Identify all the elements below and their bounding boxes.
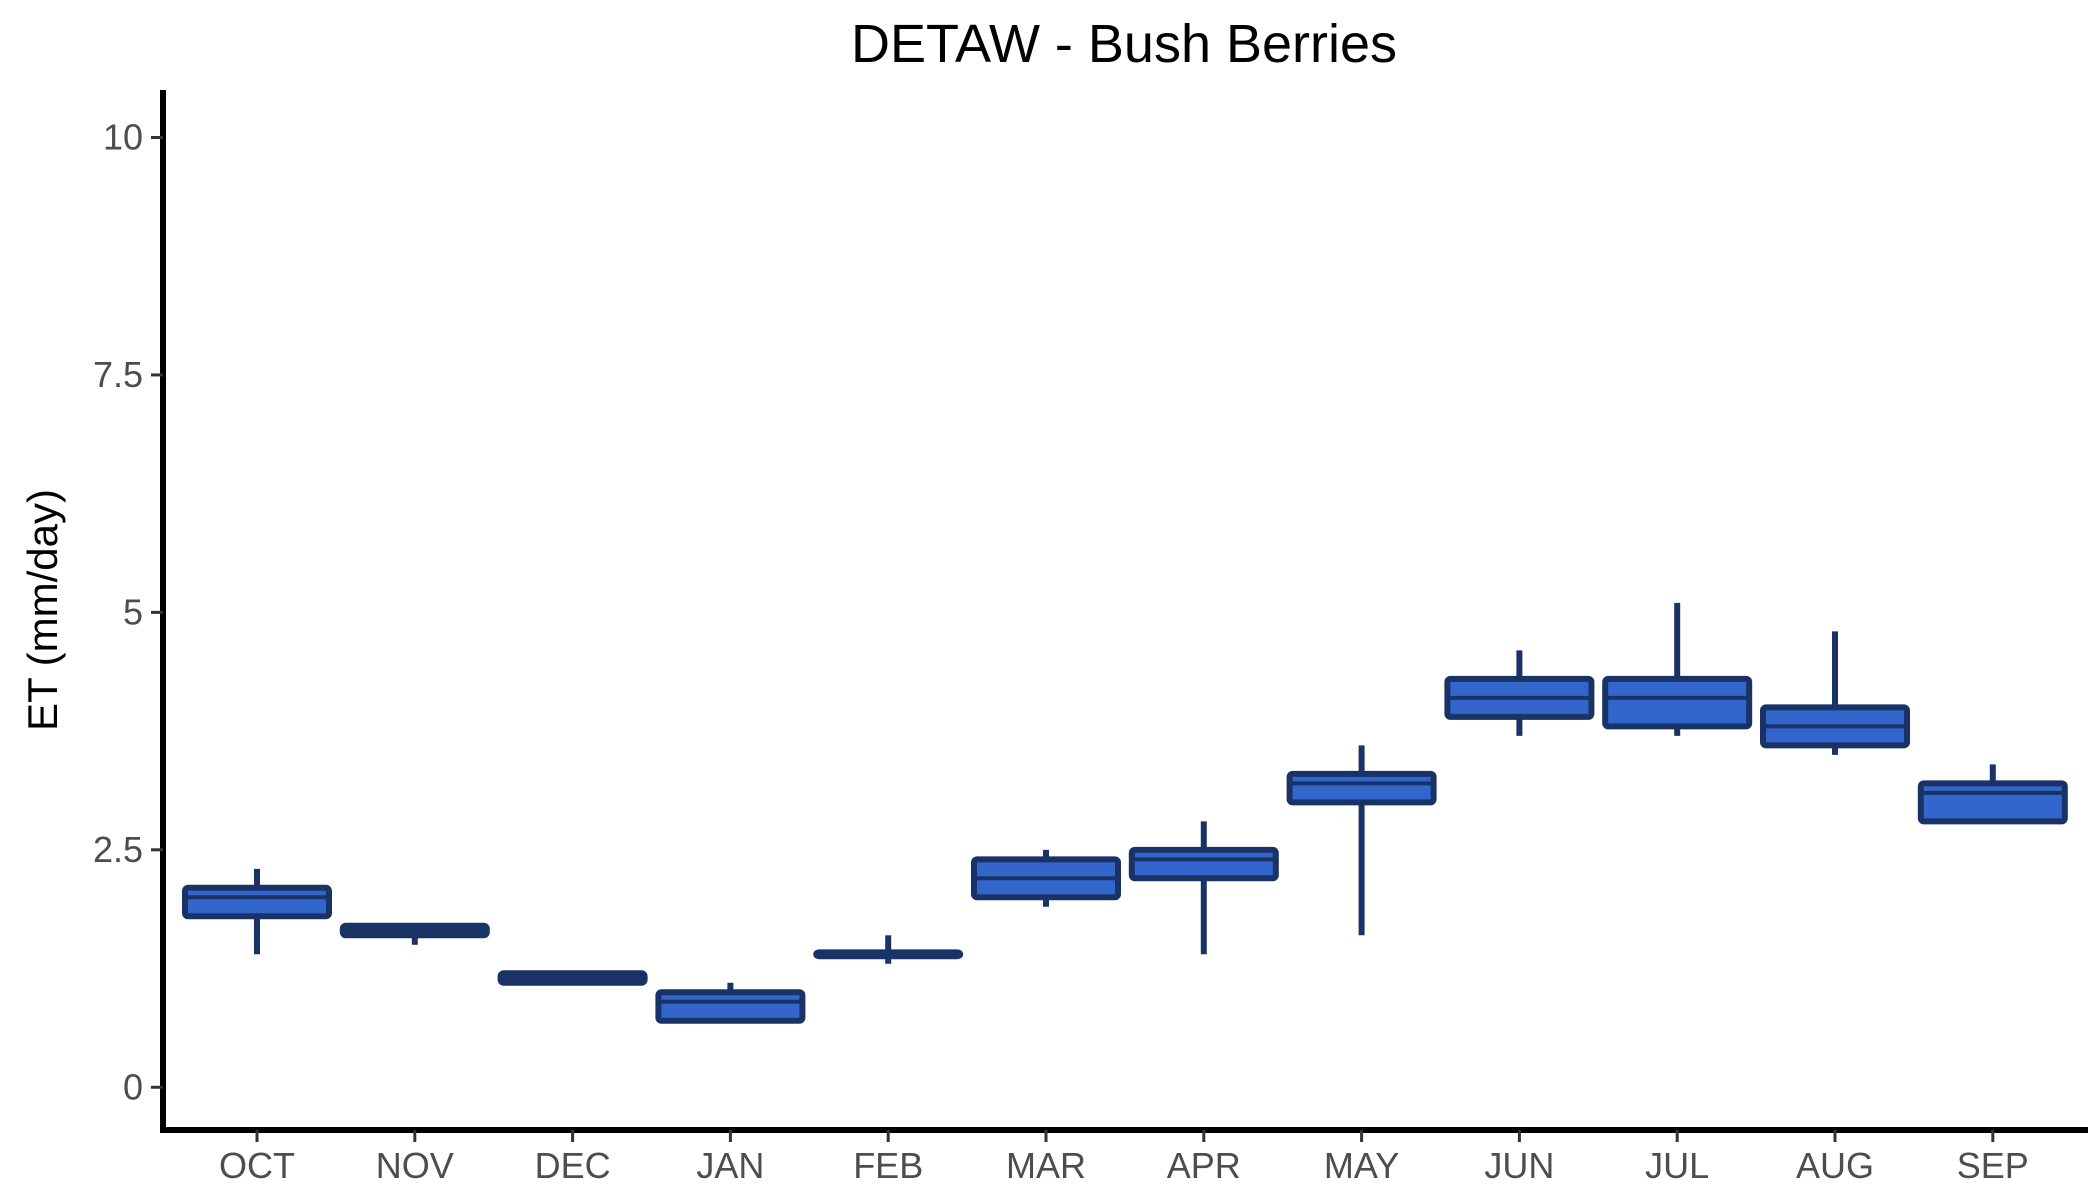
y-tick-label: 0	[123, 1066, 143, 1107]
x-tick-label-nov: NOV	[376, 1145, 454, 1186]
box-may	[1286, 770, 1437, 806]
y-tick-label: 2.5	[93, 829, 143, 870]
x-tick-label-oct: OCT	[219, 1145, 295, 1186]
x-tick-label-sep: SEP	[1957, 1145, 2029, 1186]
chart-title: DETAW - Bush Berries	[851, 14, 1397, 74]
x-tick-label-feb: FEB	[853, 1145, 923, 1186]
x-tick-label-jul: JUL	[1645, 1145, 1709, 1186]
y-axis-label: ET (mm/day)	[19, 489, 66, 731]
y-tick-label: 5	[123, 591, 143, 632]
box-oct	[182, 884, 332, 920]
x-tick-label-mar: MAR	[1006, 1145, 1086, 1186]
chart-marks: 0 2.5 5 7.5 10 OCT NOV DEC JAN FEB MAR APR MAY JUN JUL…	[93, 90, 2088, 1186]
y-tick-label: 7.5	[93, 354, 143, 395]
box-jan	[655, 989, 806, 1024]
box-sep	[1917, 780, 2068, 825]
y-tick-label: 10	[103, 116, 143, 157]
x-tick-label-aug: AUG	[1796, 1145, 1874, 1186]
x-tick-label-apr: APR	[1167, 1145, 1241, 1186]
x-tick-label-jun: JUN	[1484, 1145, 1554, 1186]
x-tick-label-may: MAY	[1324, 1145, 1399, 1186]
x-tick-label-dec: DEC	[535, 1145, 611, 1186]
x-tick-label-jan: JAN	[696, 1145, 764, 1186]
box-apr	[1128, 846, 1279, 882]
box-jul	[1602, 675, 1753, 730]
